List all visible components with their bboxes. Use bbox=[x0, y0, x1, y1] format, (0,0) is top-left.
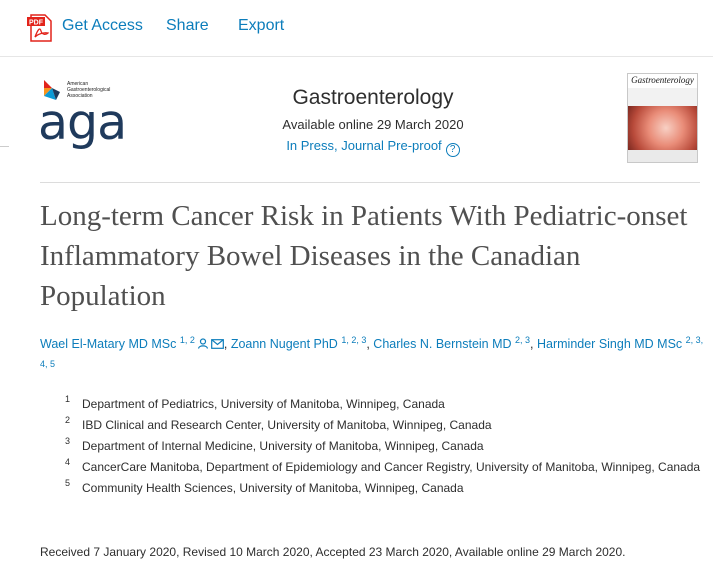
author-link[interactable]: Harminder Singh MD MSc 2, 3, 4, 5 bbox=[40, 335, 704, 375]
author-name[interactable]: Zoann Nugent PhD bbox=[230, 337, 338, 352]
pdf-icon-text: PDF bbox=[29, 20, 44, 27]
author-name[interactable]: Wael El-Matary MD MSc bbox=[40, 337, 177, 352]
journal-cover-footer bbox=[628, 150, 697, 162]
aga-logo-subtext: American Gastroenterological Association bbox=[67, 81, 111, 99]
affiliation-item: 5 Community Health Sciences, University o… bbox=[60, 478, 705, 499]
affiliation-number: 4 bbox=[65, 457, 71, 467]
help-icon[interactable]: ? bbox=[445, 143, 460, 157]
journal-cover[interactable]: Gastroenterology bbox=[627, 73, 698, 163]
affiliation-number: 2 bbox=[65, 415, 71, 425]
affiliation-text: Department of Pediatrics, University of … bbox=[82, 397, 445, 411]
affiliation-text: CancerCare Manitoba, Department of Epide… bbox=[82, 460, 701, 474]
author-affiliation-refs[interactable]: 1, 2, 3 bbox=[341, 335, 367, 345]
author-affiliation-refs[interactable]: 1, 2 bbox=[179, 335, 195, 345]
share-button[interactable]: Share bbox=[166, 17, 209, 34]
affiliation-item: 4 CancerCare Manitoba, Department of Epid… bbox=[60, 457, 705, 478]
affiliation-item: 1 Department of Pediatrics, University of… bbox=[60, 394, 705, 415]
affiliation-number: 3 bbox=[65, 436, 71, 446]
affiliation-item: 2 IBD Clinical and Research Center, Unive… bbox=[60, 415, 705, 436]
affiliation-text: Department of Internal Medicine, Univers… bbox=[82, 439, 484, 453]
aga-logo-mark-icon bbox=[44, 80, 60, 100]
pdf-icon[interactable]: PDF bbox=[26, 13, 54, 43]
article-history: Received 7 January 2020, Revised 10 Marc… bbox=[40, 545, 626, 559]
journal-status-label[interactable]: In Press, Journal Pre-proof bbox=[286, 138, 442, 153]
author-link[interactable]: Wael El-Matary MD MSc 1, 2 bbox=[40, 335, 195, 352]
get-access-link[interactable]: Get Access bbox=[62, 17, 143, 34]
header-divider bbox=[40, 182, 700, 183]
author-link[interactable]: Charles N. Bernstein MD 2, 3 bbox=[373, 335, 531, 352]
journal-status[interactable]: In Press, Journal Pre-proof? bbox=[233, 138, 513, 157]
left-edge-marker bbox=[0, 146, 9, 147]
author-link[interactable]: Zoann Nugent PhD 1, 2, 3 bbox=[230, 335, 367, 352]
author-separator: , bbox=[223, 337, 231, 352]
author-separator: , bbox=[366, 337, 374, 352]
journal-available-date: Available online 29 March 2020 bbox=[282, 117, 464, 132]
journal-name[interactable]: Gastroenterology bbox=[292, 86, 454, 109]
affiliation-text: Community Health Sciences, University of… bbox=[82, 481, 464, 495]
affiliation-number: 1 bbox=[65, 394, 71, 404]
person-icon[interactable] bbox=[197, 338, 209, 349]
affiliation-item: 3 Department of Internal Medicine, Univer… bbox=[60, 436, 705, 457]
affiliation-text: IBD Clinical and Research Center, Univer… bbox=[82, 418, 492, 432]
affiliation-list: 1 Department of Pediatrics, University of… bbox=[60, 394, 705, 499]
journal-cover-image bbox=[628, 106, 697, 150]
toolbar: PDF Get Access Share Export bbox=[0, 0, 713, 57]
author-separator: , bbox=[530, 337, 537, 352]
author-name[interactable]: Charles N. Bernstein MD bbox=[373, 337, 512, 352]
author-affiliation-refs[interactable]: 2, 3, 4, 5 bbox=[40, 335, 704, 370]
journal-cover-title: Gastroenterology bbox=[628, 74, 697, 87]
author-list: Wael El-Matary MD MSc 1, 2, Zoann Nugent… bbox=[40, 330, 705, 378]
aga-logo[interactable] bbox=[40, 75, 150, 155]
email-icon[interactable] bbox=[210, 339, 224, 350]
journal-cover-band bbox=[628, 88, 697, 106]
affiliation-number: 5 bbox=[65, 478, 71, 488]
export-button[interactable]: Export bbox=[238, 17, 285, 34]
author-name[interactable]: Harminder Singh MD MSc bbox=[537, 337, 683, 352]
author-affiliation-refs[interactable]: 2, 3 bbox=[515, 335, 531, 345]
aga-logo-word: aga bbox=[38, 94, 127, 151]
article-title: Long-term Cancer Risk in Patients With P… bbox=[40, 200, 688, 312]
